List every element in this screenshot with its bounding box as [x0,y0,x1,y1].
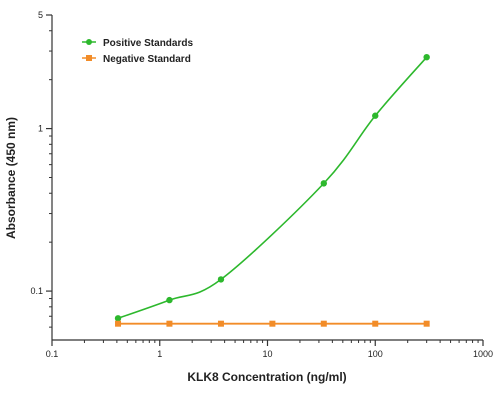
data-point [423,53,430,61]
data-point [320,320,327,327]
data-point [166,320,173,327]
x-ticks: 0.1 1 10 100 1000 [46,340,493,359]
data-point [114,315,122,322]
legend-item-positive: Positive Standards [82,38,193,49]
y-ticks: 0.1 1 5 [30,10,52,328]
data-point [217,276,225,283]
x-tick-label: 1000 [473,349,493,359]
data-point [372,112,379,119]
legend-label-negative: Negative Standard [103,54,191,65]
legend-marker-negative [86,55,92,61]
y-tick-label: 0.1 [30,286,43,296]
legend: Positive Standards Negative Standard [82,38,193,65]
x-tick-label: 1 [157,349,162,359]
data-point [269,320,276,327]
legend-label-positive: Positive Standards [103,38,193,49]
x-tick-label: 10 [262,349,272,359]
axes: 0.1 1 10 100 1000 0.1 1 5 KLK8 Concentration (… [4,10,493,384]
data-point [115,320,122,327]
series-layer [114,53,430,327]
y-tick-label: 1 [38,124,43,134]
x-tick-label: 0.1 [46,349,59,359]
y-tick-label: 5 [38,10,43,20]
x-tick-label: 100 [368,349,383,359]
legend-marker-positive [86,39,92,45]
data-point [320,180,327,187]
series-negative [115,320,430,327]
data-point [372,320,379,327]
data-point [166,296,173,304]
series-curve [117,56,428,320]
legend-item-negative: Negative Standard [82,54,191,65]
data-point [217,320,224,327]
x-axis-title: KLK8 Concentration (ng/ml) [187,370,346,384]
y-axis-title: Absorbance (450 nm) [4,117,18,239]
data-point [423,320,430,327]
series-positive [114,53,430,322]
